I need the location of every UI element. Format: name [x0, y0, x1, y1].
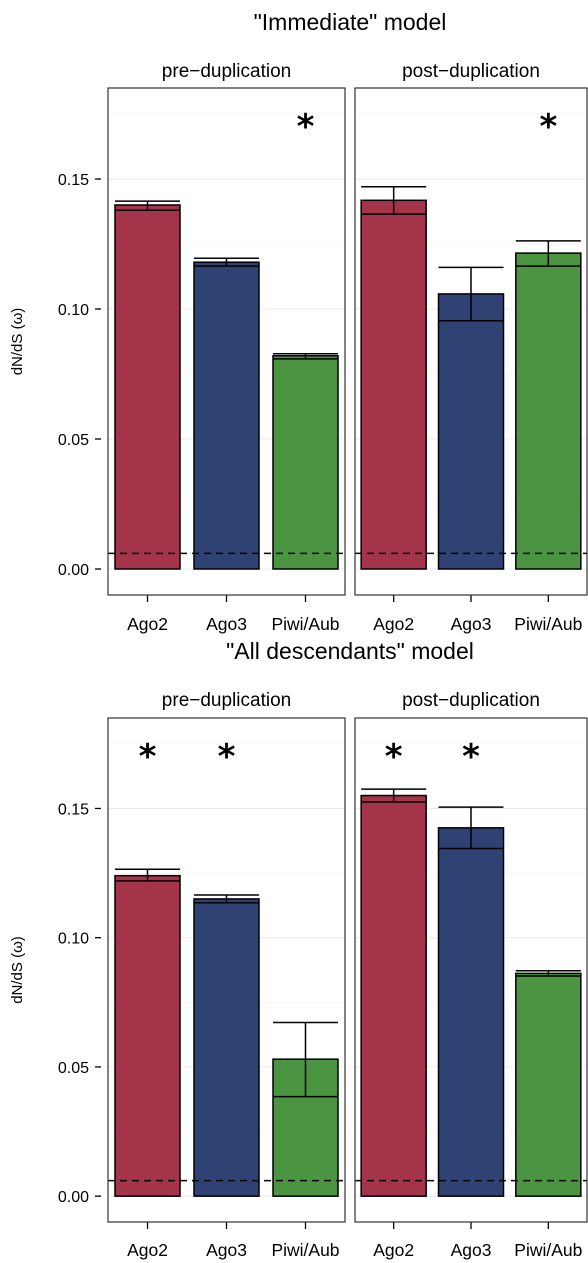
bar-ago3	[437, 293, 505, 570]
y-tick-label: 0.05	[58, 1060, 89, 1077]
y-tick-label: 0.15	[58, 172, 89, 189]
bar-ago2	[114, 874, 181, 1197]
chart-1: "Immediate" model dN/dS (ω) 0.00 0.05 0.10 0.…	[9, 9, 588, 634]
panel-strip-label: pre−duplication	[162, 690, 291, 711]
y-tick-label: 0.05	[58, 432, 89, 449]
bar-ago3	[193, 898, 260, 1197]
bar-ago3	[193, 261, 260, 570]
panel-border	[354, 87, 588, 596]
x-tick-label: Piwi/Aub	[514, 614, 582, 634]
y-tick-label: 0.00	[58, 1189, 89, 1206]
significance-star: *	[297, 107, 315, 147]
y-tick-label: 0.00	[58, 562, 89, 579]
significance-star: *	[539, 107, 557, 147]
y-tick-label: 0.10	[58, 931, 89, 948]
chart-2: "All descendants" model dN/dS (ω) 0.00 0.05…	[9, 638, 588, 1260]
panel-border	[354, 717, 588, 1223]
y-axis-label: dN/dS (ω)	[9, 308, 26, 376]
significance-star: *	[139, 737, 157, 777]
bar-piwi-aub	[515, 252, 582, 570]
panel-border	[107, 87, 346, 596]
y-axis-label: dN/dS (ω)	[9, 936, 26, 1004]
y-tick-label: 0.10	[58, 302, 89, 319]
x-tick-label: Ago3	[206, 614, 247, 634]
panel-2: post−duplication * Ago2 * Ago3 Piwi/Aub	[354, 690, 588, 1260]
panel-1: pre−duplication * Ago2 * Ago3 Piwi/Aub	[107, 690, 346, 1260]
bar-ago2	[360, 794, 427, 1197]
significance-star: *	[462, 737, 480, 777]
panel-strip-label: pre−duplication	[162, 61, 291, 82]
bar-piwi-aub	[272, 355, 339, 570]
x-tick-label: Piwi/Aub	[514, 1240, 582, 1260]
x-tick-label: Piwi/Aub	[271, 614, 339, 634]
panel-1: pre−duplication Ago2 Ago3 * Piwi/Aub	[107, 61, 346, 634]
significance-star: *	[218, 737, 236, 777]
panel-border	[107, 717, 346, 1223]
panel-strip-label: post−duplication	[402, 61, 540, 82]
x-tick-label: Ago2	[373, 614, 414, 634]
bar-piwi-aub	[515, 972, 582, 1197]
chart-title: "Immediate" model	[254, 9, 447, 35]
chart-title: "All descendants" model	[226, 638, 474, 664]
bar-ago2	[114, 204, 181, 570]
x-tick-label: Ago3	[206, 1240, 247, 1260]
panel-2: post−duplication Ago2 Ago3 * Piwi/Aub	[354, 61, 588, 634]
bar-ago2	[360, 199, 427, 570]
panel-strip-label: post−duplication	[402, 690, 540, 711]
significance-star: *	[385, 737, 403, 777]
y-tick-label: 0.15	[58, 801, 89, 818]
x-tick-label: Ago2	[127, 1240, 168, 1260]
x-tick-label: Ago2	[373, 1240, 414, 1260]
bar-ago3	[437, 827, 505, 1197]
x-tick-label: Ago3	[451, 614, 492, 634]
x-tick-label: Ago3	[451, 1240, 492, 1260]
x-tick-label: Ago2	[127, 614, 168, 634]
x-tick-label: Piwi/Aub	[271, 1240, 339, 1260]
